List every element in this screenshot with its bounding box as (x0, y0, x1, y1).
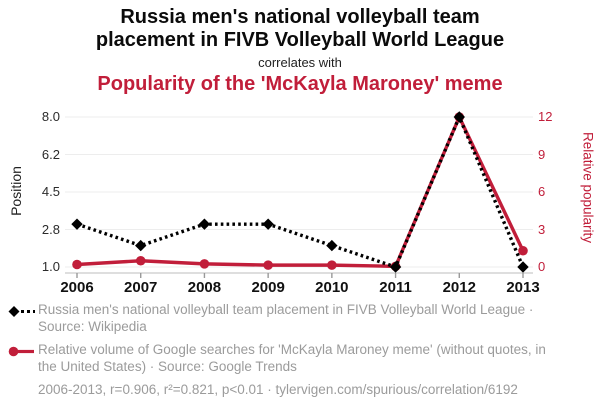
legend-entry-volleyball: Russia men's national volleyball team pl… (8, 302, 592, 335)
data-point-diamond (453, 111, 465, 123)
x-axis-year-label: 2012 (442, 279, 476, 296)
data-point-diamond (326, 239, 338, 252)
chart-title-line2: placement in FIVB Volleyball World Leagu… (95, 29, 505, 51)
chart-subtitle: Popularity of the 'McKayla Maroney' meme (97, 73, 503, 95)
stats-footer: 2006-2013, r=0.906, r²=0.821, p<0.01 · t… (38, 382, 518, 397)
black-diamond-dotted-line-icon (8, 302, 38, 323)
left-axis-tick-label: 6.2 (41, 146, 60, 162)
right-axis-tick-label: 6 (538, 184, 546, 199)
left-axis-tick-label: 8.0 (41, 109, 60, 124)
data-point-diamond (389, 261, 402, 273)
chart-title: Russia men's national volleyball team pl… (0, 6, 600, 52)
x-axis-year-label: 2009 (251, 279, 285, 296)
data-point-diamond (71, 218, 83, 230)
legend-label-meme: Relative volume of Google searches for '… (38, 342, 546, 374)
right-axis-tick-label: 9 (538, 146, 546, 162)
legend-entry-meme: Relative volume of Google searches for '… (8, 342, 592, 375)
correlates-with-label: correlates with (258, 55, 342, 70)
data-point-circle (518, 245, 528, 256)
data-point-circle (263, 260, 273, 270)
x-axis-year-label: 2010 (315, 279, 349, 296)
left-axis-tick-label: 4.5 (41, 184, 60, 199)
data-point-circle (135, 255, 146, 266)
plot-canvas (65, 111, 533, 278)
right-axis-tick-label: 12 (538, 109, 553, 124)
right-axis-tick-label: 3 (538, 221, 546, 237)
right-axis-tick-label: 0 (538, 259, 546, 274)
legend-label-volleyball: Russia men's national volleyball team pl… (38, 302, 534, 334)
data-point-diamond (517, 261, 529, 273)
data-point-diamond (262, 218, 274, 230)
x-axis-year-label: 2006 (60, 279, 94, 296)
chart-header: Russia men's national volleyball team pl… (0, 0, 600, 96)
chart-title-line1: Russia men's national volleyball team (120, 6, 480, 28)
red-circle-line-icon (8, 342, 38, 363)
x-axis-year-label: 2008 (187, 279, 222, 296)
data-point-diamond (135, 239, 147, 252)
data-point-diamond (198, 218, 211, 230)
chart-legend: Russia men's national volleyball team pl… (8, 302, 592, 399)
data-point-circle (327, 260, 337, 270)
x-axis-year-label: 2011 (379, 279, 412, 296)
x-axis-year-label: 2013 (506, 279, 540, 296)
data-point-circle (199, 259, 210, 269)
x-axis-year-label: 2007 (124, 279, 158, 296)
chart-area: Position Relative popularity 1.0 2.8 4.5 6.… (0, 100, 600, 300)
left-axis-tick-label: 2.8 (41, 221, 60, 237)
series-line-circle (76, 112, 525, 269)
data-point-circle (72, 259, 82, 270)
left-axis-tick-label: 1.0 (41, 259, 60, 274)
